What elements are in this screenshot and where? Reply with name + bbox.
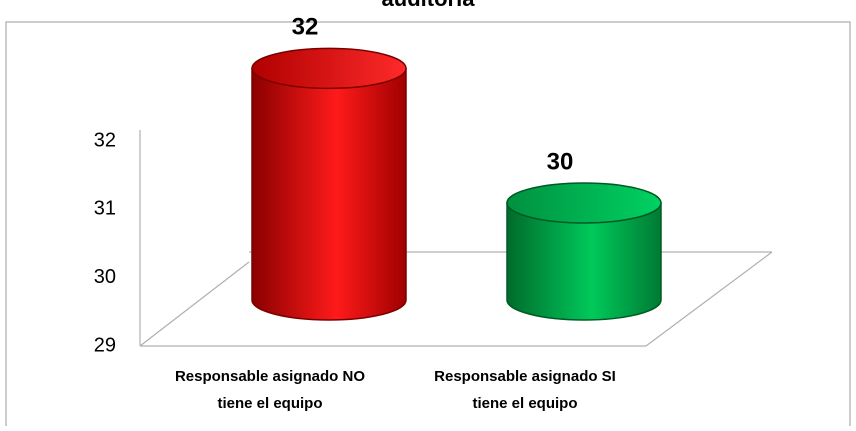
category-label: Responsable asignado NO — [175, 368, 365, 385]
data-label: 32 — [292, 14, 319, 41]
y-tick-label: 32 — [94, 129, 116, 151]
category-label: tiene el equipo — [217, 395, 322, 412]
y-tick-label: 29 — [94, 334, 116, 356]
data-labels: 32 30 — [292, 14, 574, 176]
y-tick-label: 31 — [94, 198, 116, 220]
bar-top — [251, 47, 407, 90]
y-tick-label: 30 — [94, 266, 116, 288]
bar-body — [251, 67, 407, 321]
floor-right-edge — [645, 251, 773, 347]
floor-left-edge — [139, 261, 250, 347]
bar-top — [506, 182, 662, 224]
bar-si — [506, 182, 662, 321]
bar-no — [251, 47, 407, 321]
data-label: 30 — [547, 148, 574, 175]
chart-floor — [139, 130, 773, 347]
y-tick-labels: 29 30 31 32 — [94, 129, 116, 356]
bar-body — [506, 202, 662, 321]
category-labels: Responsable asignado NO tiene el equipo Re… — [175, 368, 616, 412]
chart-title: auditoría — [382, 0, 476, 11]
chart-border — [5, 21, 851, 426]
category-label: tiene el equipo — [472, 395, 577, 412]
bars — [251, 47, 662, 321]
category-label: Responsable asignado SI — [434, 368, 616, 385]
